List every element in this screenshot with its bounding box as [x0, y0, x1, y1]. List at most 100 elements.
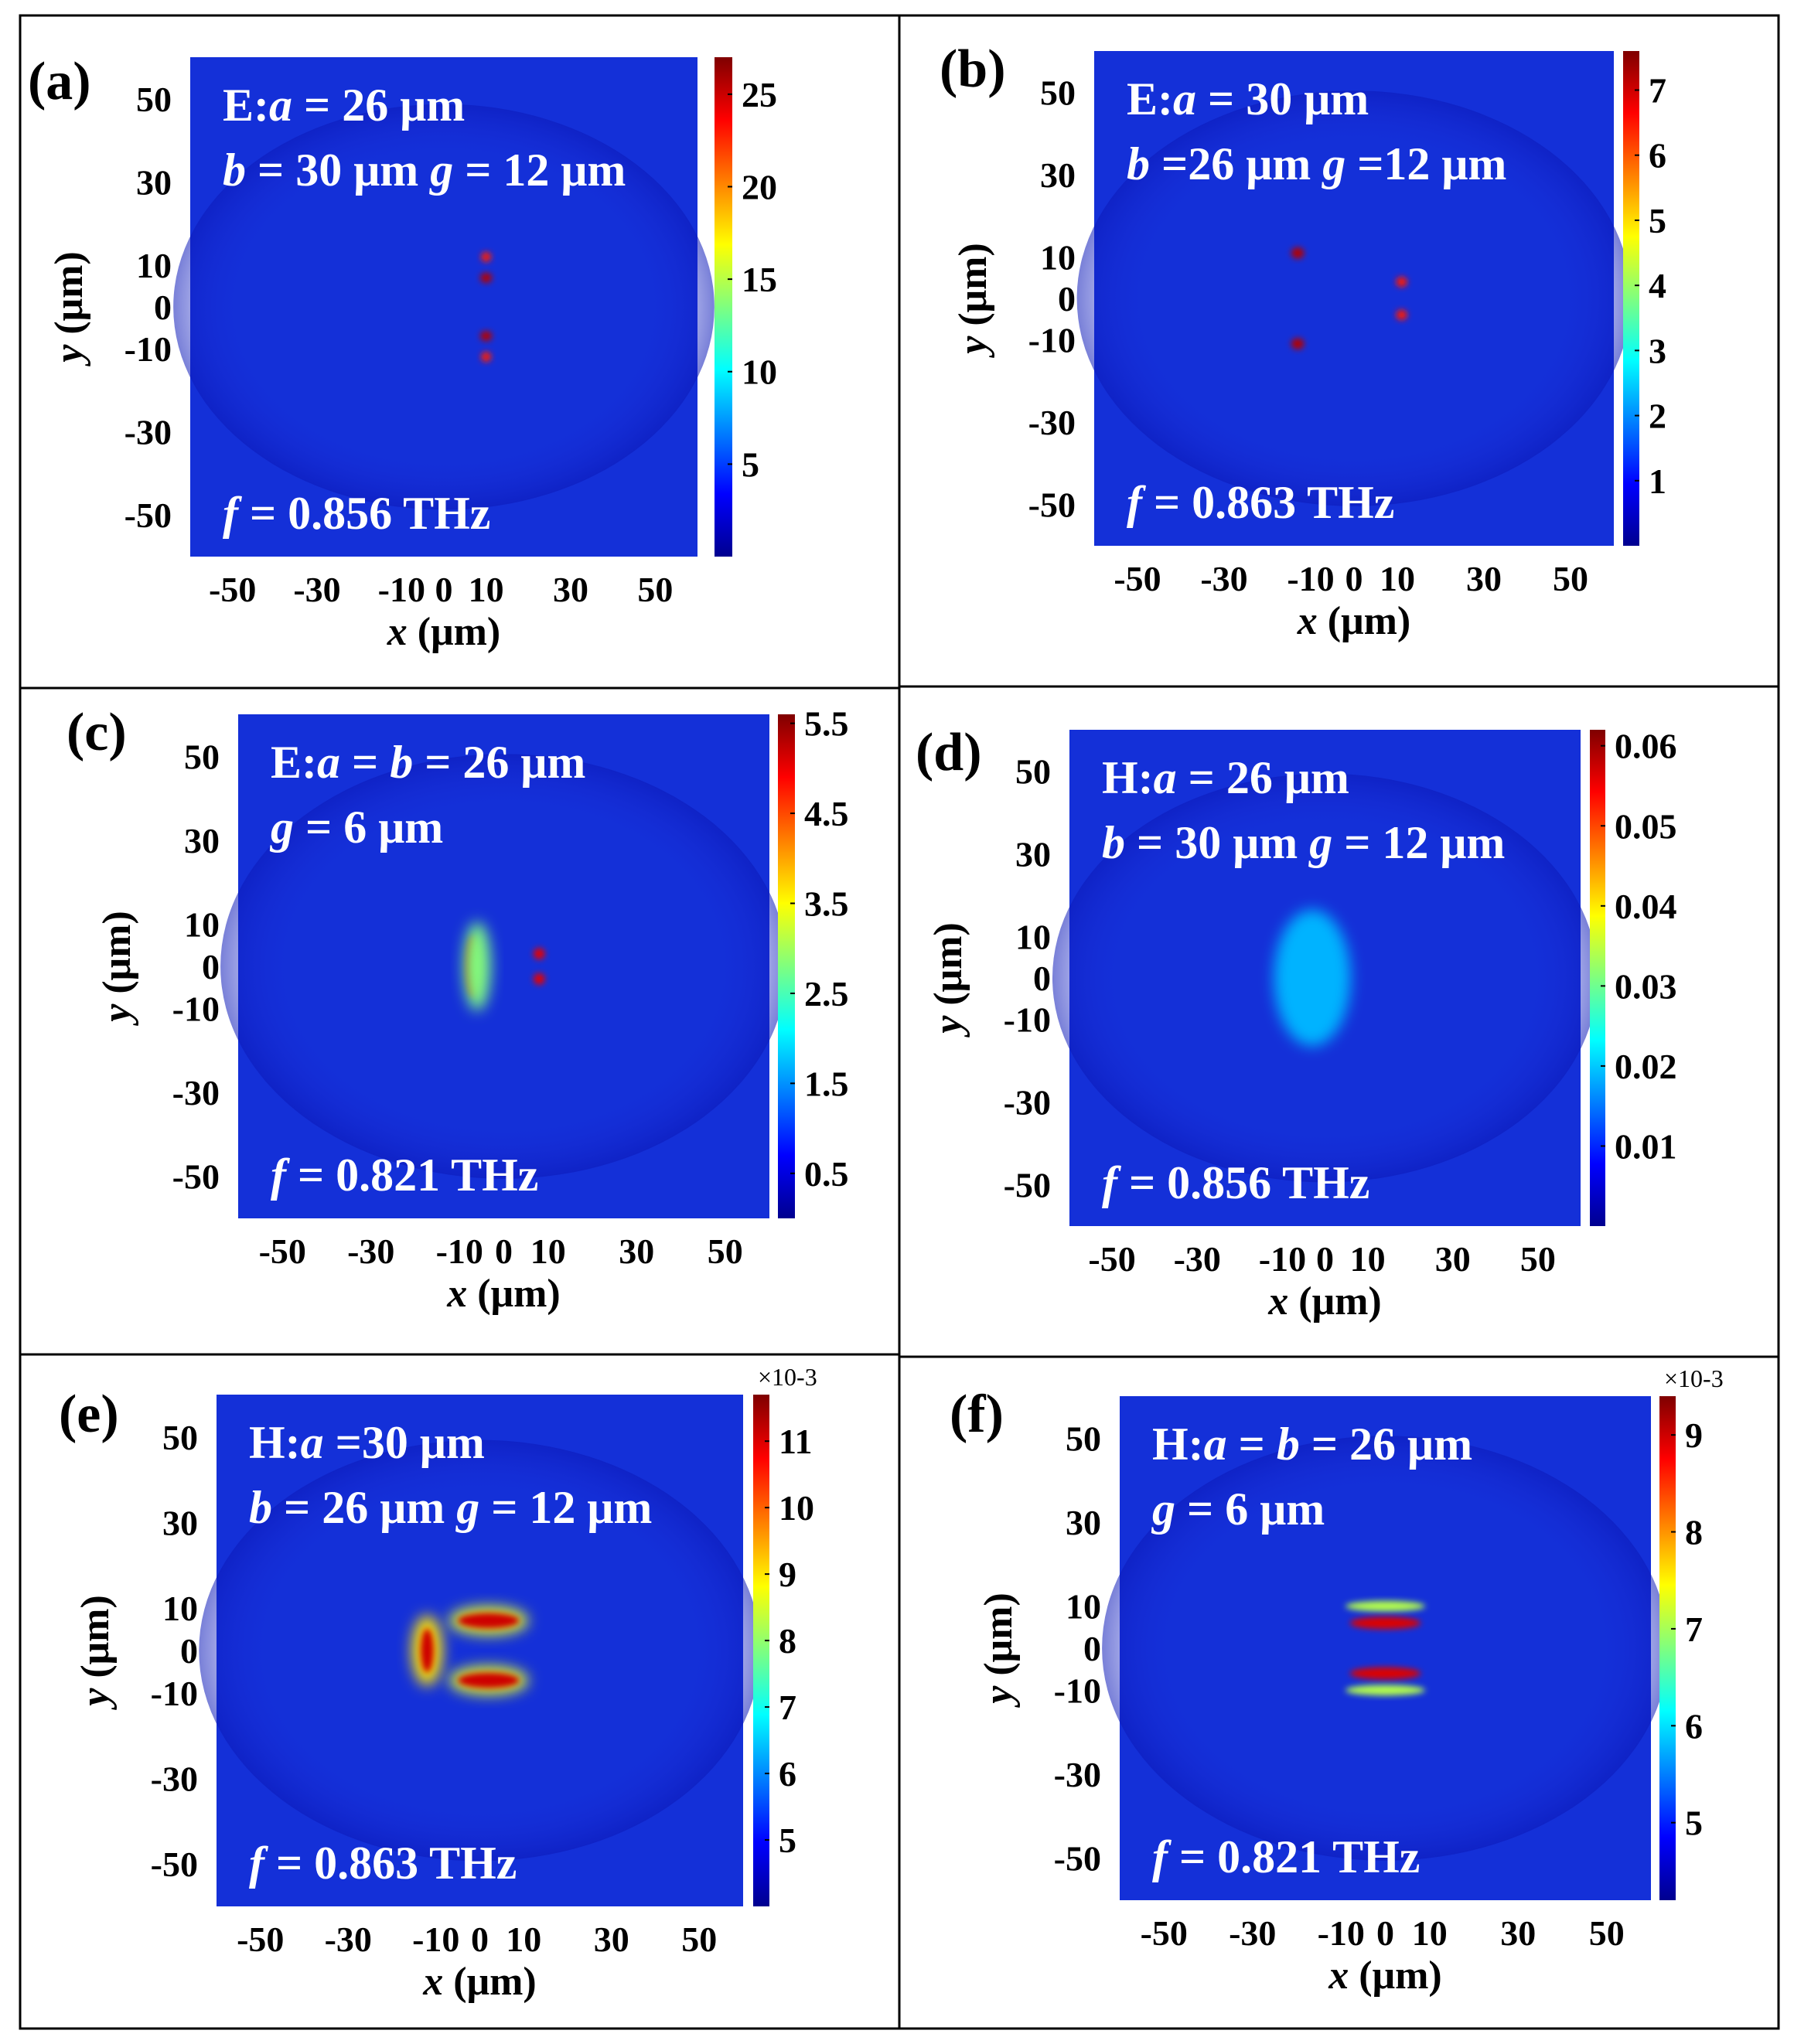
hotspot-4 [1396, 309, 1407, 321]
y-tick-label: -10 [151, 1674, 198, 1713]
x-tick-label: -10 [1318, 1913, 1365, 1953]
y-tick-label: 0 [1058, 279, 1076, 319]
parameter-line-1: E:a = 30 μm [1127, 73, 1369, 124]
parameter-line-2: b = 30 μm g = 12 μm [223, 145, 626, 196]
y-tick-label: 10 [184, 905, 220, 945]
x-tick-label: 30 [1466, 559, 1502, 598]
x-tick-label: -10 [1287, 559, 1334, 598]
y-tick-label: 50 [1040, 73, 1076, 112]
y-axis-label: y (μm) [926, 922, 970, 1038]
x-tick-label: -30 [1229, 1913, 1276, 1953]
parameter-line-1: H:a = 26 μm [1102, 752, 1349, 803]
x-tick-label: 0 [1346, 559, 1363, 598]
colorbar-tick-label: 6 [1649, 136, 1666, 175]
x-tick-label: 10 [469, 570, 504, 609]
field-hotspots [1274, 909, 1358, 1047]
colorbar-tick-label: 8 [1685, 1513, 1703, 1552]
x-tick-label: -10 [1259, 1239, 1306, 1279]
x-tick-label: -50 [1114, 559, 1161, 598]
panel-label: (a) [28, 52, 91, 111]
colorbar-tick-label: 25 [742, 75, 777, 114]
y-tick-label: 50 [162, 1418, 198, 1457]
x-tick-label: 30 [1435, 1239, 1471, 1279]
y-tick-label: -10 [1054, 1671, 1101, 1710]
frequency-label: f = 0.863 THz [249, 1838, 517, 1889]
colorbar-exponent: ×10-3 [758, 1363, 817, 1391]
y-axis-label: y (μm) [95, 911, 139, 1027]
y-tick-label: -30 [1004, 1083, 1051, 1122]
y-tick-label: 0 [180, 1631, 198, 1671]
x-tick-label: 0 [495, 1232, 513, 1271]
colorbar-tick-label: 1 [1649, 462, 1666, 501]
left-glow [463, 922, 491, 1011]
y-tick-label: -30 [124, 413, 172, 452]
x-axis-label: x (μm) [1328, 1954, 1441, 1998]
colorbar-tick-label: 20 [742, 167, 777, 206]
y-tick-label: -50 [151, 1845, 198, 1884]
y-tick-label: 30 [1015, 835, 1051, 874]
colorbar-tick-label: 0.03 [1615, 966, 1677, 1006]
colorbar [1590, 730, 1605, 1226]
y-tick-label: -30 [1054, 1755, 1101, 1794]
colorbar-tick-label: 1.5 [804, 1064, 849, 1103]
x-tick-label: -10 [378, 570, 425, 609]
colorbar-tick-label: 2.5 [804, 974, 849, 1013]
y-tick-label: -10 [124, 329, 172, 369]
y-tick-label: 10 [1066, 1587, 1101, 1627]
y-tick-label: 0 [154, 288, 172, 327]
colorbar-tick-label: 5 [1685, 1804, 1703, 1843]
y-tick-label: 50 [1015, 752, 1051, 792]
hotspot-3 [480, 331, 493, 342]
colorbar-tick-label: 9 [779, 1555, 796, 1594]
y-tick-label: 10 [1015, 918, 1051, 957]
field-hotspots [394, 251, 493, 363]
y-tick-label: 0 [202, 947, 220, 986]
x-axis-label: x (μm) [446, 1272, 560, 1316]
colorbar [1659, 1396, 1676, 1900]
y-tick-label: 30 [162, 1504, 198, 1543]
x-tick-label: 10 [530, 1232, 566, 1271]
colorbar-tick-label: 3.5 [804, 884, 849, 924]
colorbar-tick-label: 5.5 [804, 704, 849, 744]
y-tick-label: 50 [1066, 1419, 1101, 1458]
x-tick-label: -10 [436, 1232, 483, 1271]
y-tick-label: -30 [172, 1073, 220, 1112]
x-tick-label: -50 [1141, 1913, 1188, 1953]
colorbar-tick-label: 6 [779, 1754, 796, 1794]
field-hotspots [1291, 247, 1407, 349]
y-tick-label: -30 [151, 1760, 198, 1799]
parameter-line-1: H:a =30 μm [249, 1417, 485, 1468]
y-tick-label: 0 [1033, 959, 1051, 998]
y-axis-label: y (μm) [977, 1593, 1021, 1708]
parameter-line-2: b =26 μm g =12 μm [1127, 138, 1506, 189]
x-tick-label: -50 [209, 570, 256, 609]
hotspot-2 [1291, 338, 1305, 349]
y-axis-label: y (μm) [951, 243, 995, 359]
panel-label: (c) [67, 703, 127, 762]
colorbar-tick-label: 5 [1649, 201, 1666, 240]
y-tick-label: -10 [172, 989, 220, 1028]
y-tick-label: -50 [1004, 1166, 1051, 1205]
x-tick-label: 30 [619, 1232, 654, 1271]
frequency-label: f = 0.856 THz [1102, 1157, 1369, 1208]
colorbar-tick-label: 0.06 [1615, 727, 1677, 766]
field-halo [1102, 1436, 1669, 1861]
left-core [420, 1628, 434, 1673]
colorbar-tick-label: 7 [779, 1688, 796, 1727]
y-axis-label: y (μm) [47, 251, 91, 367]
y-tick-label: 50 [184, 737, 220, 776]
colorbar-tick-label: 8 [779, 1621, 796, 1661]
hotspot-1 [481, 251, 492, 262]
colorbar-tick-label: 3 [1649, 331, 1666, 370]
x-tick-label: -10 [412, 1920, 459, 1959]
x-tick-label: -30 [1174, 1239, 1221, 1279]
x-tick-label: 0 [1316, 1239, 1334, 1279]
hotspot-3 [1396, 276, 1407, 288]
field-halo [199, 1439, 761, 1862]
lower-core [1349, 1667, 1421, 1680]
parameter-line-1: E:a = b = 26 μm [271, 737, 585, 788]
lower-outer-band [1345, 1685, 1426, 1696]
